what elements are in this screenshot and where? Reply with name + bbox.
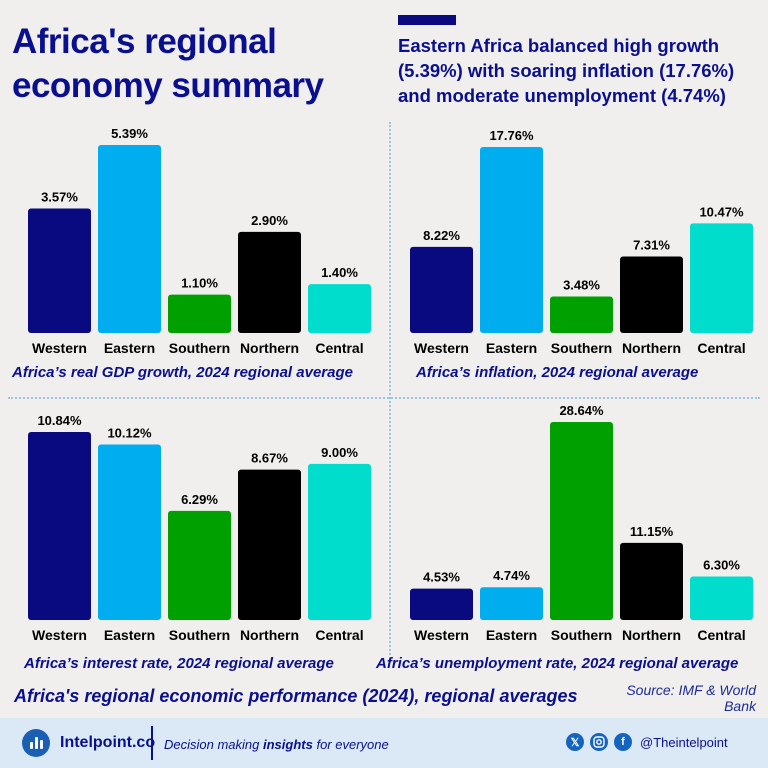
inflation-chart-caption: Africa’s inflation, 2024 regional averag… (416, 364, 699, 381)
data-label-western: 10.84% (37, 413, 82, 428)
category-label-northern: Northern (622, 340, 681, 356)
data-label-eastern: 17.76% (489, 128, 534, 143)
category-label-western: Western (32, 340, 87, 356)
data-label-central: 10.47% (699, 204, 744, 219)
vertical-divider (389, 122, 391, 662)
data-label-eastern: 4.74% (493, 568, 530, 583)
data-label-western: 4.53% (423, 570, 460, 585)
data-label-southern: 3.48% (563, 278, 600, 293)
bar-northern (620, 256, 683, 333)
category-label-western: Western (414, 627, 469, 643)
x-icon[interactable]: 𝕏 (566, 733, 584, 751)
category-label-southern: Southern (551, 340, 612, 356)
category-label-central: Central (697, 627, 745, 643)
gdp-chart-caption: Africa’s real GDP growth, 2024 regional … (12, 364, 353, 381)
data-label-southern: 1.10% (181, 276, 218, 291)
data-label-western: 3.57% (41, 189, 78, 204)
data-label-central: 9.00% (321, 445, 358, 460)
data-label-eastern: 10.12% (107, 425, 152, 440)
bar-western (28, 208, 91, 333)
data-label-central: 1.40% (321, 265, 358, 280)
bar-southern (168, 510, 231, 620)
interest-chart: 10.84% Western 10.12% Eastern 6.29% Southern 8… (28, 413, 371, 643)
data-label-eastern: 5.39% (111, 126, 148, 141)
bar-central (690, 576, 753, 620)
figure-subtitle: Africa's regional economic performance (… (14, 686, 578, 706)
bar-western (410, 246, 473, 333)
bar-eastern (98, 444, 161, 620)
data-label-northern: 2.90% (251, 213, 288, 228)
category-label-northern: Northern (240, 340, 299, 356)
bar-eastern (480, 147, 543, 333)
category-label-southern: Southern (551, 627, 612, 643)
bar-southern (550, 296, 613, 333)
category-label-eastern: Eastern (104, 340, 155, 356)
chart-panel-inflation: 8.22% Western 17.76% Eastern 3.48% Southern 7.… (404, 120, 760, 360)
data-label-central: 6.30% (703, 557, 740, 572)
category-label-northern: Northern (622, 627, 681, 643)
bar-western (28, 432, 91, 620)
bar-northern (620, 542, 683, 620)
interest-chart-caption: Africa’s interest rate, 2024 regional av… (24, 655, 334, 672)
category-label-central: Central (697, 340, 745, 356)
data-label-northern: 7.31% (633, 237, 670, 252)
headline: Eastern Africa balanced high growth (5.3… (398, 35, 735, 106)
bar-southern (550, 422, 613, 620)
source-note: Source: IMF & World Bank (626, 682, 756, 714)
data-label-southern: 28.64% (559, 403, 604, 418)
social-links: 𝕏 f @Theintelpoint (566, 733, 728, 751)
data-label-northern: 8.67% (251, 451, 288, 466)
page-title: Africa's regional economy summary (12, 22, 324, 105)
bar-central (308, 284, 371, 333)
bar-eastern (480, 587, 543, 620)
category-label-eastern: Eastern (486, 340, 537, 356)
data-label-western: 8.22% (423, 228, 460, 243)
category-label-central: Central (315, 627, 363, 643)
unemployment-chart: 4.53% Western 4.74% Eastern 28.64% Southern 11… (410, 403, 753, 643)
tagline-bold: insights (263, 737, 313, 752)
inflation-chart: 8.22% Western 17.76% Eastern 3.48% Southern 7.… (410, 128, 753, 356)
category-label-southern: Southern (169, 340, 230, 356)
brand-name[interactable]: Intelpoint.co (60, 734, 156, 751)
data-label-southern: 6.29% (181, 492, 218, 507)
chart-panel-interest: 10.84% Western 10.12% Eastern 6.29% Southern 8… (22, 406, 378, 646)
bar-eastern (98, 145, 161, 333)
chart-panel-gdp: 3.57% Western 5.39% Eastern 1.10% Southern 2.9… (22, 120, 378, 360)
category-label-western: Western (414, 340, 469, 356)
footer: Intelpoint.co Decision making insights f… (0, 718, 768, 768)
category-label-northern: Northern (240, 627, 299, 643)
bar-central (690, 223, 753, 333)
facebook-icon[interactable]: f (614, 733, 632, 751)
bar-western (410, 588, 473, 620)
bar-central (308, 463, 371, 620)
category-label-eastern: Eastern (486, 627, 537, 643)
tagline-pre: Decision making (164, 737, 263, 752)
intelpoint-logo-icon[interactable] (22, 729, 50, 757)
tagline-post: for everyone (312, 737, 389, 752)
horizontal-divider (8, 397, 760, 399)
tagline: Decision making insights for everyone (164, 737, 389, 752)
bar-southern (168, 294, 231, 333)
category-label-western: Western (32, 627, 87, 643)
gdp-chart: 3.57% Western 5.39% Eastern 1.10% Southern 2.9… (28, 126, 371, 356)
footer-separator (151, 726, 153, 760)
social-handle[interactable]: @Theintelpoint (640, 734, 728, 750)
bar-northern (238, 231, 301, 333)
headline-accent-bar (398, 15, 456, 25)
category-label-central: Central (315, 340, 363, 356)
bar-northern (238, 469, 301, 620)
chart-panel-unemployment: 4.53% Western 4.74% Eastern 28.64% Southern 11… (404, 403, 760, 646)
data-label-northern: 11.15% (630, 524, 674, 539)
category-label-southern: Southern (169, 627, 230, 643)
category-label-eastern: Eastern (104, 627, 155, 643)
unemployment-chart-caption: Africa’s unemployment rate, 2024 regiona… (376, 655, 739, 672)
instagram-icon[interactable] (590, 733, 608, 751)
